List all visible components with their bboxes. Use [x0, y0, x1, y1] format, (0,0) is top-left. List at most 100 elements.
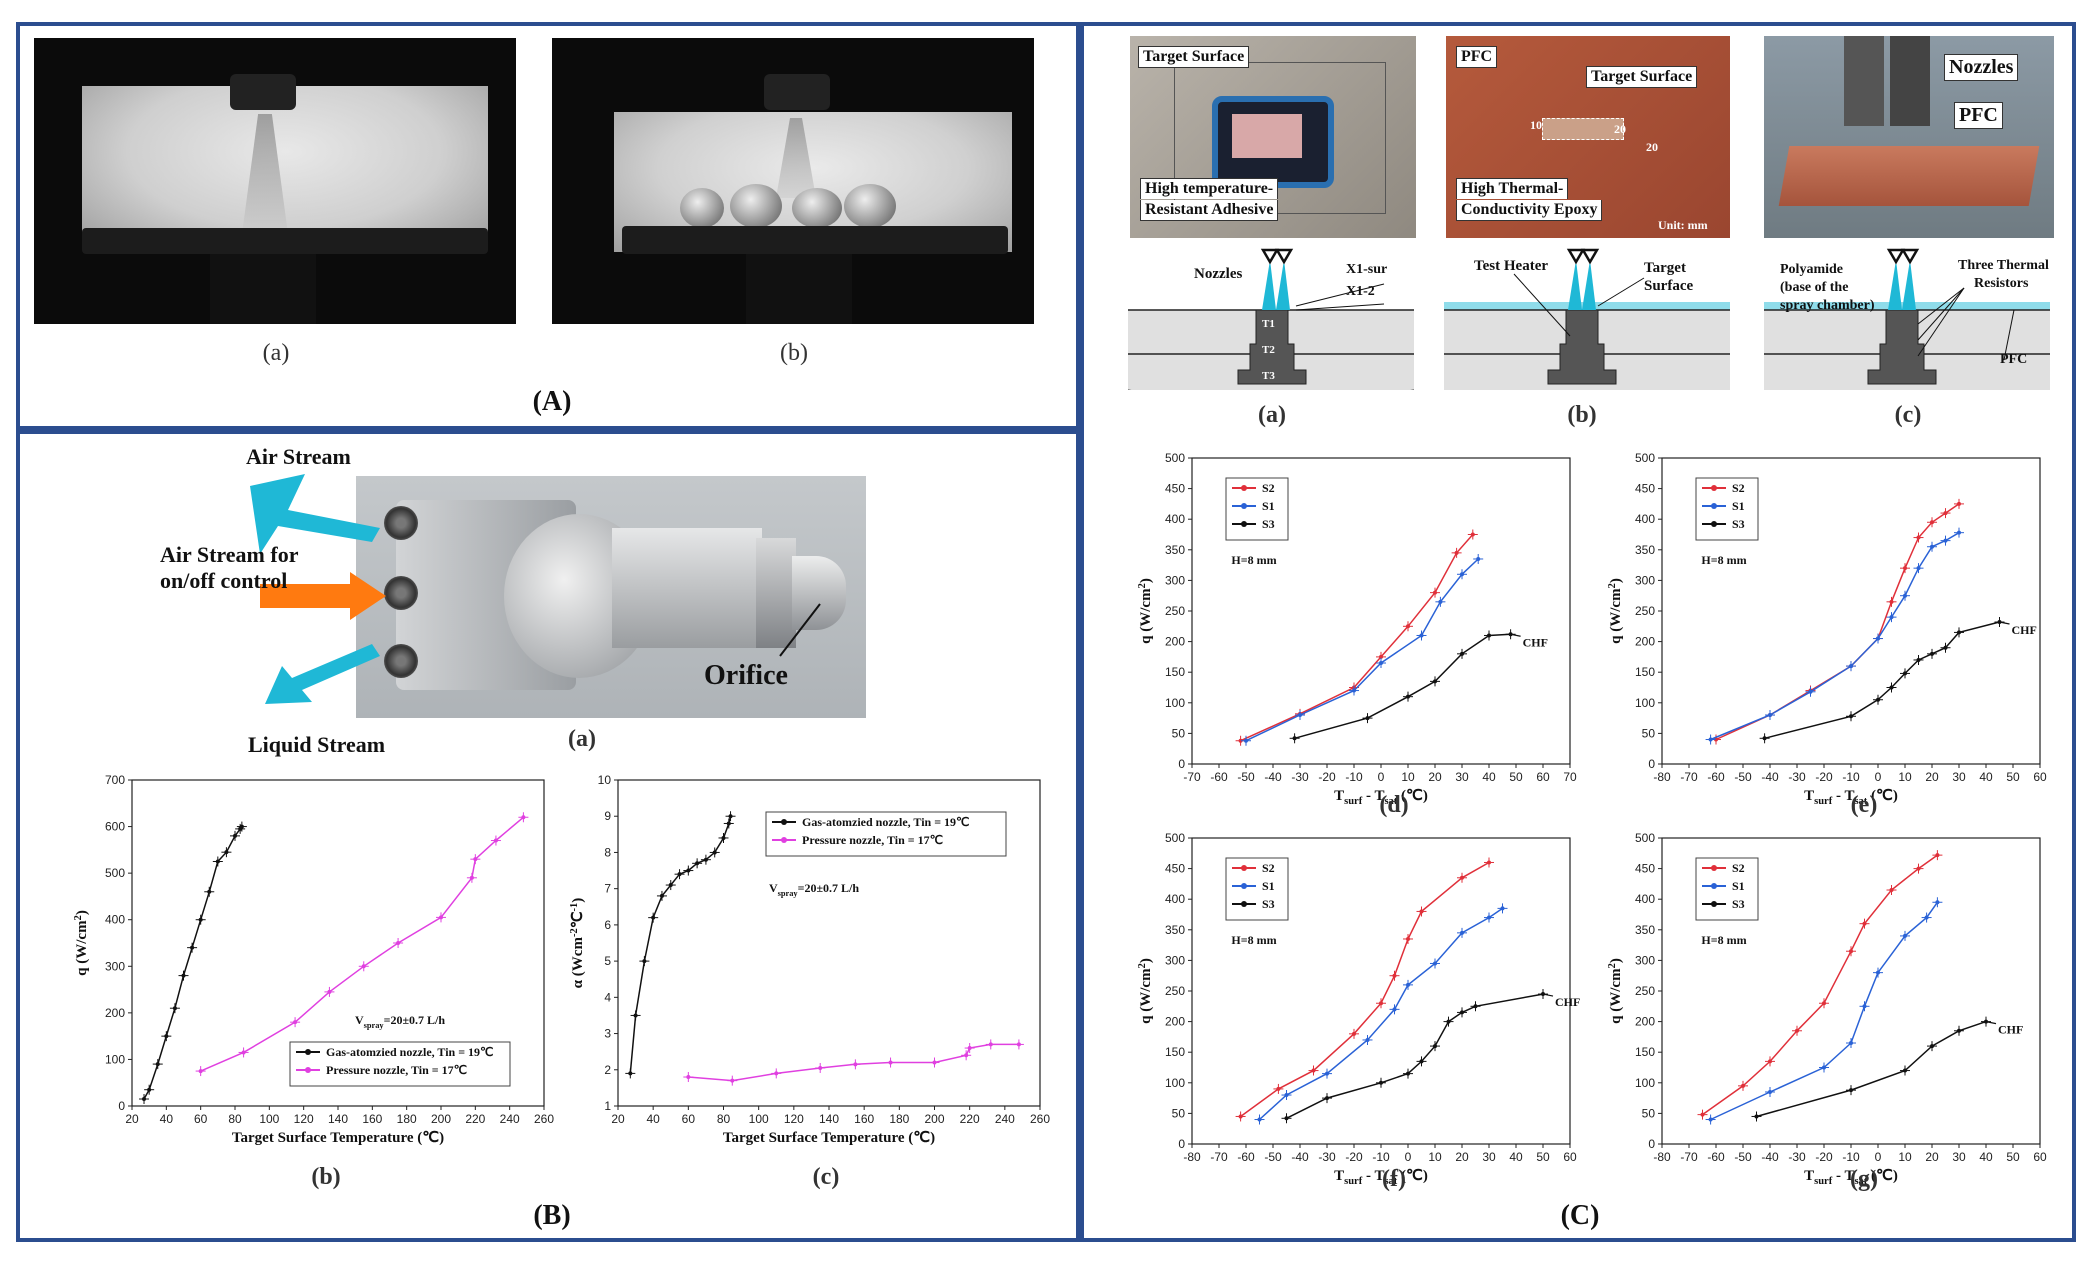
- pfc-label-diagram: PFC: [2000, 352, 2028, 367]
- marker: [1889, 599, 1894, 604]
- caption-c-c: (c): [1894, 402, 1922, 428]
- marker: [1392, 1007, 1397, 1012]
- marker: [1924, 915, 1929, 920]
- legend-marker: [1241, 521, 1247, 527]
- marker: [1460, 1010, 1464, 1015]
- x-tick-label: -40: [1264, 770, 1282, 784]
- air-onoff-label-line1: Air Stream for: [160, 542, 299, 567]
- y-tick-label: 500: [105, 866, 125, 880]
- data-point: [1846, 661, 1856, 672]
- x-tick-label: 50: [2006, 1150, 2020, 1164]
- caption-c-e: (e): [1850, 792, 1878, 818]
- legend: Gas-atomzied nozzle, Tin = 19℃ Pressure n…: [765, 811, 1007, 857]
- marker: [224, 850, 229, 855]
- data-point: [139, 1094, 150, 1105]
- marker: [686, 1075, 691, 1080]
- y-tick-label: 150: [1165, 1045, 1185, 1059]
- marker: [677, 872, 682, 877]
- y-axis-label: q (W/cm2): [1607, 578, 1624, 644]
- data-point: [161, 1031, 172, 1042]
- marker: [1311, 1068, 1316, 1073]
- marker: [1916, 535, 1921, 540]
- data-point: [1940, 508, 1951, 519]
- marker: [1916, 566, 1921, 571]
- spray-cone-c1: [1888, 260, 1902, 310]
- marker: [215, 859, 220, 864]
- marker: [1406, 1071, 1410, 1076]
- x-axis-label: Tsurf - Tsat (℃): [1334, 1168, 1428, 1186]
- x-tick-label: 220: [465, 1112, 485, 1126]
- data-point: [1819, 998, 1829, 1009]
- polyamide-label-line1: Polyamide: [1780, 262, 1843, 277]
- marker: [932, 1060, 937, 1065]
- data-point: [1403, 691, 1413, 702]
- marker: [155, 1062, 160, 1067]
- data-point: [1913, 532, 1924, 543]
- photo-arrows: [250, 474, 821, 704]
- data-point: [1913, 863, 1924, 874]
- x-tick-label: 50: [2006, 770, 2020, 784]
- data-point: [195, 1066, 206, 1077]
- x-tick-label: 60: [194, 1112, 208, 1126]
- data-point: [1954, 1025, 1964, 1036]
- legend-marker: [305, 1049, 311, 1055]
- annotation: H=8 mm: [1231, 553, 1276, 567]
- marker: [1419, 1059, 1424, 1064]
- data-point: [1873, 694, 1883, 705]
- marker: [1822, 1001, 1826, 1006]
- data-point: [1846, 711, 1856, 722]
- x-tick-label: 200: [924, 1112, 944, 1126]
- series-line-s2: [1240, 861, 1490, 1118]
- caption-a-b: (b): [780, 340, 808, 366]
- data-point: [1430, 587, 1440, 598]
- liquid-stream-label: Liquid Stream: [248, 732, 386, 757]
- dim-label-a: 10: [1530, 118, 1542, 132]
- marker: [1862, 921, 1867, 926]
- marker: [164, 1034, 169, 1039]
- marker: [1433, 590, 1437, 595]
- series-line-s3: [1756, 1020, 1987, 1118]
- x-tick-label: -80: [1653, 1150, 1671, 1164]
- t3-label: T3: [1262, 370, 1275, 382]
- marker: [198, 917, 203, 922]
- legend-marker: [781, 837, 787, 843]
- marker: [241, 1050, 246, 1055]
- marker: [726, 821, 731, 826]
- chf-arrow: [1542, 993, 1554, 997]
- x-tick-label: 0: [1405, 1150, 1412, 1164]
- data-point: [393, 938, 404, 948]
- nozzles-label-c: Nozzles: [1944, 54, 2019, 81]
- data-point: [1362, 713, 1373, 724]
- data-point: [1913, 654, 1924, 665]
- data-point: [1322, 1068, 1332, 1079]
- y-tick-label: 350: [1635, 923, 1655, 937]
- marker: [1876, 970, 1880, 975]
- adhesive-label-line1: High temperature-: [1140, 178, 1279, 199]
- marker: [988, 1042, 993, 1047]
- spray-cone-c2: [1902, 260, 1916, 310]
- y-tick-label: 350: [1635, 543, 1655, 557]
- marker: [1406, 936, 1410, 941]
- caption-c-f: (f): [1382, 1166, 1406, 1192]
- x-axis-label: Target Surface Temperature (℃): [232, 1130, 444, 1146]
- data-point: [238, 1047, 249, 1058]
- data-point: [692, 858, 703, 869]
- marker: [721, 835, 726, 840]
- x-tick-label: 200: [431, 1112, 451, 1126]
- marker: [818, 1065, 823, 1070]
- x-tick-label: 180: [889, 1112, 909, 1126]
- marker: [521, 815, 526, 820]
- data-point: [230, 830, 240, 841]
- legend-marker: [1711, 521, 1717, 527]
- chf-label: CHF: [1523, 635, 1548, 649]
- x-tick-label: 160: [854, 1112, 874, 1126]
- x-tick-label: 60: [2033, 770, 2047, 784]
- target-surface-label-a: Target Surface: [1138, 46, 1250, 68]
- data-point: [700, 854, 711, 865]
- marker: [1298, 713, 1302, 718]
- legend-marker: [1241, 883, 1247, 889]
- data-point: [1913, 563, 1924, 574]
- data-point: [1403, 979, 1413, 990]
- nozzles-label-diagram: Nozzles: [1194, 266, 1243, 282]
- y-axis-label: q (W/cm2): [1607, 958, 1624, 1024]
